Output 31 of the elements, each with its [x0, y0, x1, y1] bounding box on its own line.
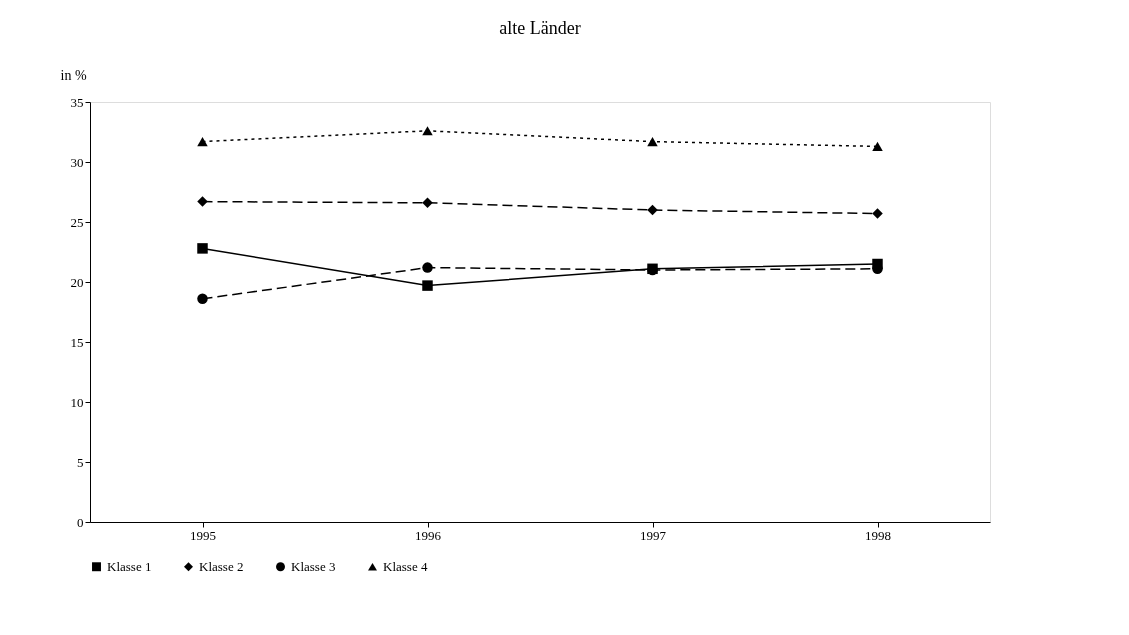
y-tick-label: 10 [70, 394, 84, 410]
y-axis-title: in % [60, 67, 87, 83]
y-tick-label: 35 [70, 94, 84, 110]
x-tick-label: 1998 [865, 527, 891, 543]
point [422, 262, 433, 273]
y-tick-label: 20 [70, 274, 84, 290]
legend-label: Klasse 1 [107, 558, 152, 574]
legend-label: Klasse 3 [291, 558, 336, 574]
y-tick-label: 25 [70, 214, 84, 230]
legend-label: Klasse 4 [383, 558, 428, 574]
point [647, 204, 658, 216]
y-tick-label: 30 [70, 154, 84, 170]
point [872, 208, 883, 219]
point [197, 293, 208, 305]
point [197, 137, 208, 147]
x-tick-label: 1996 [415, 527, 442, 543]
x-tick-label: 1995 [190, 527, 216, 543]
x-tick-label: 1997 [640, 527, 667, 543]
point [422, 126, 433, 136]
point [422, 280, 433, 291]
point [872, 141, 883, 151]
y-tick-label: 5 [77, 454, 84, 470]
chart-title: alte Länder [499, 18, 581, 38]
point [872, 258, 883, 270]
point [647, 137, 658, 147]
y-tick-label: 15 [70, 334, 84, 350]
point [422, 197, 433, 209]
y-tick-label: 0 [77, 514, 84, 530]
point [197, 196, 208, 207]
legend-label: Klasse 2 [199, 558, 244, 574]
point [197, 243, 208, 254]
